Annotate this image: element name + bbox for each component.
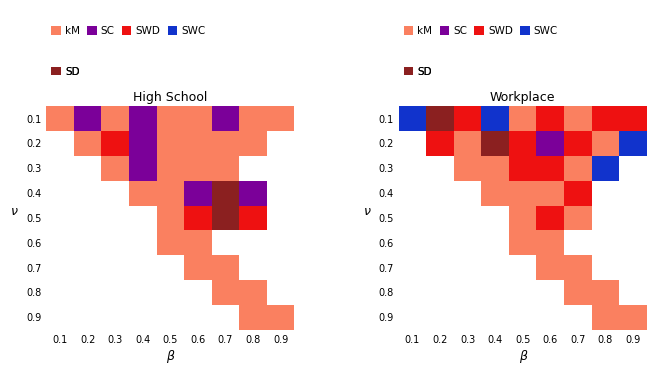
Bar bbox=[239, 106, 267, 131]
Bar bbox=[184, 106, 212, 131]
Bar bbox=[509, 156, 537, 181]
Bar bbox=[537, 131, 564, 156]
Bar bbox=[481, 106, 509, 131]
Bar bbox=[619, 106, 647, 131]
Bar bbox=[74, 131, 102, 156]
Bar bbox=[591, 106, 619, 131]
Bar bbox=[564, 280, 591, 305]
Bar bbox=[591, 156, 619, 181]
Bar bbox=[212, 181, 239, 205]
Bar bbox=[564, 106, 591, 131]
Bar bbox=[267, 305, 294, 330]
Bar bbox=[537, 205, 564, 230]
Bar bbox=[184, 131, 212, 156]
Bar bbox=[102, 106, 129, 131]
Bar bbox=[509, 131, 537, 156]
Bar bbox=[591, 280, 619, 305]
Bar bbox=[481, 181, 509, 205]
Bar bbox=[619, 305, 647, 330]
Bar bbox=[156, 181, 184, 205]
Y-axis label: ν: ν bbox=[11, 205, 18, 218]
Bar bbox=[239, 305, 267, 330]
Bar bbox=[184, 205, 212, 230]
Bar bbox=[619, 131, 647, 156]
Bar bbox=[426, 106, 454, 131]
Bar bbox=[564, 156, 591, 181]
Bar bbox=[454, 131, 481, 156]
Title: High School: High School bbox=[133, 91, 207, 103]
Bar bbox=[481, 156, 509, 181]
Bar bbox=[129, 131, 156, 156]
Bar bbox=[509, 205, 537, 230]
Bar bbox=[537, 106, 564, 131]
Bar bbox=[156, 230, 184, 255]
Bar bbox=[74, 106, 102, 131]
Bar bbox=[591, 305, 619, 330]
Bar bbox=[239, 181, 267, 205]
Bar bbox=[564, 131, 591, 156]
Y-axis label: ν: ν bbox=[364, 205, 371, 218]
Bar bbox=[156, 106, 184, 131]
Bar bbox=[212, 106, 239, 131]
Bar bbox=[454, 156, 481, 181]
Bar bbox=[537, 255, 564, 280]
Bar bbox=[102, 156, 129, 181]
Bar bbox=[564, 181, 591, 205]
Legend: SD: SD bbox=[404, 67, 432, 77]
Bar bbox=[184, 156, 212, 181]
Bar bbox=[399, 106, 426, 131]
Bar bbox=[102, 131, 129, 156]
Bar bbox=[184, 255, 212, 280]
Bar bbox=[46, 106, 74, 131]
Bar bbox=[212, 131, 239, 156]
Bar bbox=[212, 156, 239, 181]
Bar bbox=[156, 131, 184, 156]
Bar bbox=[184, 181, 212, 205]
Title: Workplace: Workplace bbox=[490, 91, 556, 103]
Legend: SD: SD bbox=[51, 67, 80, 77]
Bar bbox=[129, 106, 156, 131]
Bar bbox=[212, 280, 239, 305]
Bar bbox=[564, 205, 591, 230]
Bar bbox=[426, 131, 454, 156]
Bar bbox=[537, 230, 564, 255]
Bar bbox=[239, 131, 267, 156]
Bar bbox=[509, 181, 537, 205]
Bar bbox=[212, 205, 239, 230]
Bar bbox=[129, 181, 156, 205]
Bar bbox=[564, 255, 591, 280]
X-axis label: β: β bbox=[519, 350, 527, 363]
Bar bbox=[239, 280, 267, 305]
Bar bbox=[267, 106, 294, 131]
Bar bbox=[184, 230, 212, 255]
Bar bbox=[212, 255, 239, 280]
Bar bbox=[537, 156, 564, 181]
Bar bbox=[454, 106, 481, 131]
Bar bbox=[129, 156, 156, 181]
Bar bbox=[509, 106, 537, 131]
Bar bbox=[156, 205, 184, 230]
X-axis label: β: β bbox=[166, 350, 174, 363]
Bar bbox=[481, 131, 509, 156]
Bar bbox=[537, 181, 564, 205]
Bar bbox=[239, 205, 267, 230]
Bar bbox=[509, 230, 537, 255]
Bar bbox=[156, 156, 184, 181]
Bar bbox=[591, 131, 619, 156]
